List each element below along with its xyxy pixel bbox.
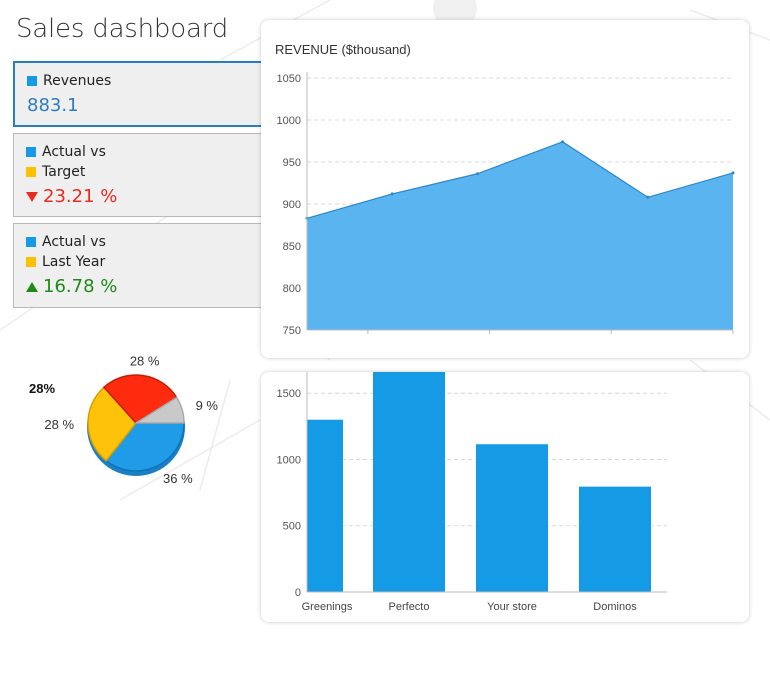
pie-slice-label: 9 % — [196, 398, 219, 413]
kpi-revenues[interactable]: Revenues 883.1 — [13, 61, 263, 127]
kpi-value-text: 23.21 % — [43, 186, 118, 207]
kpi-value: 23.21 % — [26, 184, 250, 210]
bar — [476, 444, 548, 592]
bar — [579, 486, 651, 592]
y-tick-label: 750 — [283, 325, 301, 337]
pie-slice — [105, 422, 185, 472]
kpi-legend-row: Last Year — [26, 252, 250, 272]
kpi-label: Actual vs — [42, 144, 106, 160]
y-tick-label: 850 — [283, 241, 301, 253]
x-category-label: Dominos — [593, 601, 637, 613]
kpi-legend-row: Target — [26, 162, 250, 182]
kpi-legend-row: Actual vs — [26, 232, 250, 252]
pie-slice — [102, 374, 178, 424]
pie-slice-label: 28 % — [44, 417, 74, 432]
kpi-actual-vs-last-year[interactable]: Actual vs Last Year 16.78 % — [13, 223, 263, 308]
blue-swatch-icon — [26, 147, 36, 157]
kpi-label: Actual vs — [42, 234, 106, 250]
y-tick-label: 1000 — [277, 115, 301, 127]
bar — [307, 419, 343, 592]
x-category-label: Greenings — [302, 601, 353, 613]
page-title: Sales dashboard — [16, 14, 229, 44]
x-category-label: Your store — [487, 601, 537, 613]
store-sales-bar-chart: 0 500 1000 1500 Greenings Perfecto Your store D… — [277, 372, 667, 613]
y-tick-label: 1050 — [277, 73, 301, 85]
x-category-label: Perfecto — [389, 601, 430, 613]
market-share-pie-chart[interactable]: 36 % 28 % 28 % 9 % 28% — [20, 340, 260, 500]
yellow-swatch-icon — [26, 257, 36, 267]
kpi-value: 16.78 % — [26, 274, 250, 300]
data-point — [646, 195, 650, 199]
y-tick-label: 1500 — [277, 388, 301, 400]
revenue-area — [307, 141, 733, 330]
trend-down-icon — [26, 192, 38, 202]
blue-swatch-icon — [26, 237, 36, 247]
y-tick-label: 950 — [283, 157, 301, 169]
kpi-label: Last Year — [42, 254, 106, 270]
revenue-line — [306, 141, 734, 219]
revenue-chart-card[interactable]: REVENUE ($thousand) 750 800 850 900 950 1000 10… — [261, 20, 749, 358]
pie-slice — [133, 396, 185, 424]
kpi-legend-row: Actual vs — [26, 142, 250, 162]
blue-swatch-icon — [27, 76, 37, 86]
data-point — [731, 171, 735, 175]
y-tick-label: 1000 — [277, 454, 301, 466]
y-tick-label: 900 — [283, 199, 301, 211]
kpi-value: 883.1 — [27, 93, 249, 119]
kpi-value-text: 16.78 % — [43, 276, 118, 297]
pie-outside-label: 28% — [29, 381, 55, 396]
data-point — [561, 140, 565, 144]
pie-slice — [87, 386, 137, 462]
kpi-legend-row: Revenues — [27, 71, 249, 91]
data-point — [475, 172, 479, 176]
pie-chart-svg: 36 % 28 % 28 % 9 % 28% — [29, 354, 219, 486]
y-tick-label: 800 — [283, 283, 301, 295]
pie-slice-label: 28 % — [130, 354, 160, 369]
kpi-label: Target — [42, 164, 86, 180]
trend-up-icon — [26, 282, 38, 292]
yellow-swatch-icon — [26, 167, 36, 177]
bar — [373, 372, 445, 592]
y-tick-label: 0 — [295, 587, 301, 599]
kpi-value-text: 883.1 — [27, 95, 79, 116]
kpi-actual-vs-target[interactable]: Actual vs Target 23.21 % — [13, 133, 263, 217]
revenue-area-chart: REVENUE ($thousand) 750 800 850 900 950 1000 10… — [275, 42, 735, 337]
data-point — [390, 192, 394, 196]
y-tick-label: 500 — [283, 521, 301, 533]
pie-slice-label: 36 % — [163, 471, 193, 486]
store-sales-chart-card[interactable]: 0 500 1000 1500 Greenings Perfecto Your store D… — [261, 372, 749, 622]
kpi-label: Revenues — [43, 73, 112, 89]
chart-title: REVENUE ($thousand) — [275, 42, 411, 57]
